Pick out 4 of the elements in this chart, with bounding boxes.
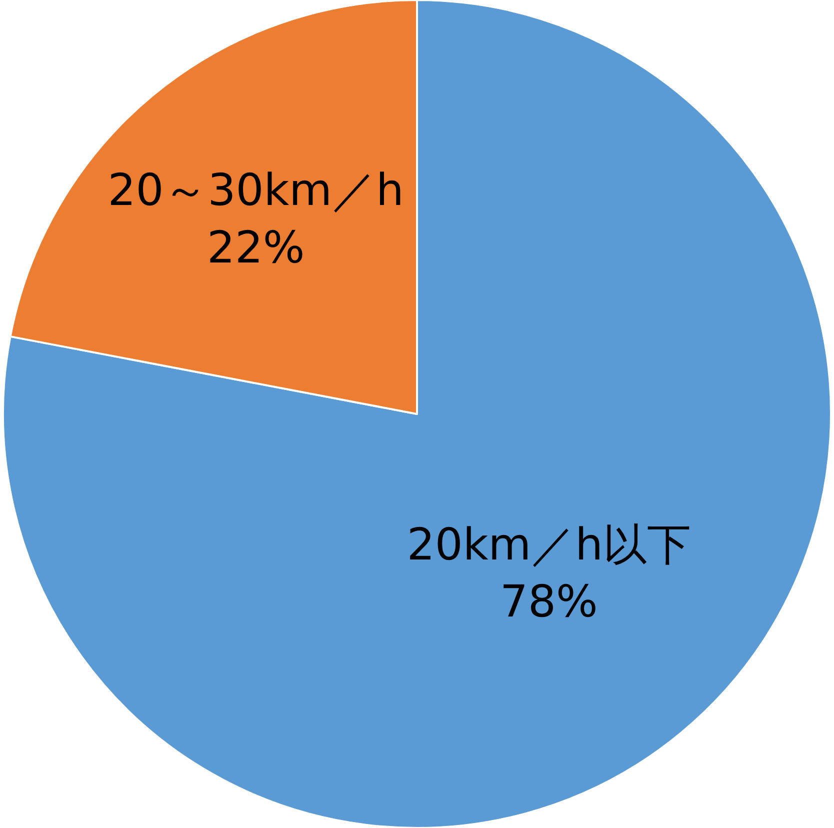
slice-label: 20km／h以下 <box>406 519 692 570</box>
data-label: 78% <box>500 576 598 628</box>
slice-label: 20～30km／h <box>108 165 404 216</box>
data-label: 22% <box>206 222 305 274</box>
